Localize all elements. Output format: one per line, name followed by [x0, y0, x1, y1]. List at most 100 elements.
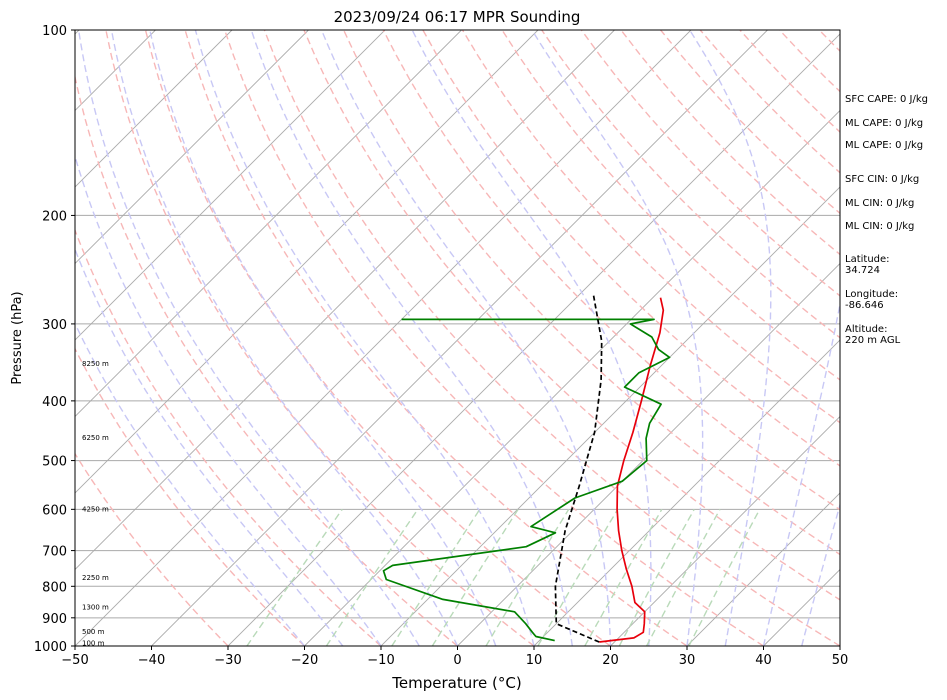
temperature-profile-line — [599, 297, 665, 643]
dry-adiabat-line — [224, 30, 764, 646]
height-label: 8250 m — [82, 360, 109, 368]
sfc-cape-text: SFC CAPE: 0 J/kg — [845, 94, 928, 105]
isotherm-line — [75, 30, 462, 418]
mixing-ratio-line — [391, 508, 481, 646]
isotherm-line — [304, 109, 840, 646]
isotherm-line — [686, 492, 840, 646]
isotherm-line — [75, 30, 233, 188]
dry-adiabat-line — [75, 452, 229, 646]
dry-adiabat-line — [75, 347, 305, 646]
chart-title: 2023/09/24 06:17 MPR Sounding — [334, 8, 581, 26]
info-panel: SFC CAPE: 0 J/kg ML CAPE: 0 J/kg ML CAPE… — [845, 94, 928, 346]
x-tick-label: −40 — [138, 653, 165, 668]
moist-adiabat-line — [110, 30, 459, 646]
dry-adiabat-line — [75, 73, 458, 646]
y-axis-label: Pressure (hPa) — [10, 291, 25, 384]
y-tick-label: 800 — [42, 580, 67, 595]
isotherm-line — [151, 30, 768, 646]
dry-adiabat-line — [422, 30, 840, 467]
y-tick-label: 400 — [42, 395, 67, 410]
y-tick-label: 1000 — [34, 640, 67, 655]
moist-adiabat-line — [77, 30, 420, 646]
height-label: 1300 m — [82, 603, 109, 611]
y-tick-label: 300 — [42, 318, 67, 333]
parcel-path-line — [554, 295, 603, 643]
moist-adiabat-line — [149, 30, 497, 646]
moist-adiabat-line — [250, 30, 573, 646]
latitude-label: Latitude: — [845, 254, 890, 265]
x-tick-label: 30 — [679, 653, 696, 668]
x-tick-label: 40 — [755, 653, 772, 668]
moist-adiabat-line — [194, 30, 535, 646]
x-tick-label: 0 — [453, 653, 461, 668]
dewpoint-profile-line — [382, 318, 671, 642]
dry-adiabat-line — [501, 30, 840, 381]
moist-adiabat-line — [411, 30, 652, 646]
moist-adiabat-line — [689, 30, 772, 646]
height-labels: 100 m 500 m 1300 m 2250 m 4250 m 6250 m 8250 m — [82, 360, 109, 648]
y-tick-label: 500 — [42, 455, 67, 470]
mixing-ratio-line — [431, 508, 519, 646]
profile-series — [382, 295, 671, 643]
dry-adiabat-line — [461, 30, 840, 424]
x-axis-ticks: −50 −40 −30 −20 −10 0 10 20 30 40 50 — [61, 646, 848, 668]
latitude-value: 34.724 — [845, 265, 880, 276]
moist-adiabat-line — [531, 30, 704, 646]
dry-adiabat-line — [144, 30, 611, 646]
dry-adiabat-line — [580, 30, 840, 297]
longitude-label: Longitude: — [845, 289, 898, 300]
y-tick-label: 200 — [42, 209, 67, 224]
x-tick-label: −10 — [367, 653, 394, 668]
y-tick-label: 100 — [42, 24, 67, 39]
dry-adiabat-line — [263, 30, 840, 646]
dry-adiabat-line — [382, 30, 840, 511]
moist-adiabat-line — [75, 153, 382, 646]
height-label: 100 m — [82, 639, 105, 647]
isotherm-line — [0, 30, 3, 646]
ml-cin-text-2: ML CIN: 0 J/kg — [845, 221, 914, 232]
ml-cape-text-2: ML CAPE: 0 J/kg — [845, 140, 923, 151]
isotherm-line — [533, 339, 840, 646]
isotherm-line — [227, 33, 840, 646]
ml-cin-text-1: ML CIN: 0 J/kg — [845, 198, 914, 209]
isotherm-line — [75, 30, 692, 646]
mixing-ratio-line — [537, 508, 619, 646]
y-tick-label: 900 — [42, 612, 67, 627]
mixing-ratio-line — [645, 508, 721, 646]
height-label: 500 m — [82, 628, 105, 636]
mixing-ratio-line — [325, 508, 419, 646]
dry-adiabat-line — [105, 30, 535, 646]
x-tick-label: 10 — [526, 653, 543, 668]
x-axis-label: Temperature (°C) — [391, 674, 521, 692]
isotherm-line — [380, 186, 840, 646]
mixing-ratio-line — [485, 508, 570, 646]
isotherm-line — [75, 30, 386, 341]
height-label: 6250 m — [82, 434, 109, 442]
isotherm-line — [610, 415, 840, 646]
x-tick-label: 20 — [602, 653, 619, 668]
dry-adiabat-line — [541, 30, 840, 339]
mixing-ratio-line — [584, 508, 663, 646]
dry-adiabat-line — [303, 30, 840, 601]
y-tick-label: 700 — [42, 545, 67, 560]
isotherm-line — [75, 30, 309, 265]
longitude-value: -86.646 — [845, 300, 884, 311]
dry-adiabat-line — [184, 30, 688, 646]
mixing-ratio-line — [688, 508, 761, 646]
background-reference-lines — [0, 30, 840, 646]
moist-adiabat-line — [75, 247, 344, 646]
x-tick-label: −50 — [61, 653, 88, 668]
height-label: 4250 m — [82, 505, 109, 513]
moist-adiabat-line — [762, 300, 840, 646]
sfc-cin-text: SFC CIN: 0 J/kg — [845, 174, 919, 185]
isotherm-line — [75, 30, 539, 494]
ml-cape-text-1: ML CAPE: 0 J/kg — [845, 118, 923, 129]
altitude-value: 220 m AGL — [845, 335, 901, 346]
isotherm-line — [457, 262, 840, 646]
mixing-ratio-line — [246, 508, 343, 646]
dry-adiabat-line — [342, 30, 840, 556]
x-tick-label: 50 — [832, 653, 849, 668]
plot-frame — [74, 29, 841, 647]
isotherm-line — [75, 30, 615, 571]
